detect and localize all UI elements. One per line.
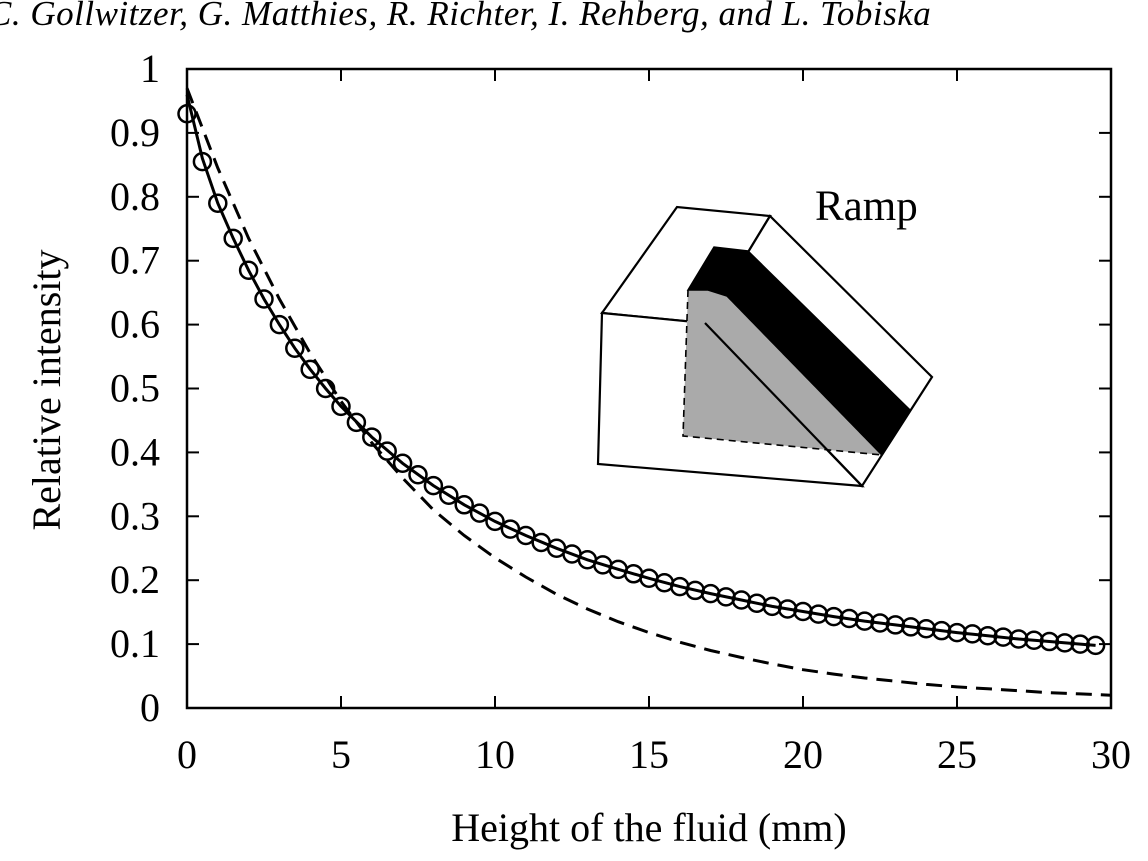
data-point-circle bbox=[885, 615, 906, 635]
data-point-circle bbox=[254, 289, 274, 309]
y-tick-label: 0.5 bbox=[110, 366, 160, 411]
x-tick-label: 25 bbox=[937, 732, 977, 777]
y-tick-label: 0.6 bbox=[110, 302, 160, 347]
x-axis-label: Height of the fluid (mm) bbox=[451, 805, 846, 850]
data-point-circle bbox=[177, 103, 197, 124]
y-tick-label: 1 bbox=[140, 46, 160, 91]
data-point-circle bbox=[408, 465, 428, 485]
data-point-circle bbox=[931, 620, 952, 641]
y-tick-label: 0.9 bbox=[110, 110, 160, 155]
data-point-circle bbox=[1085, 635, 1106, 656]
data-point-circle bbox=[1008, 629, 1029, 649]
x-tick-label: 15 bbox=[629, 732, 669, 777]
page-header-authors: C. Gollwitzer, G. Matthies, R. Richter, … bbox=[0, 0, 932, 33]
y-tick-label: 0.1 bbox=[110, 621, 160, 666]
x-tick-label: 10 bbox=[475, 732, 515, 777]
series-solid-line bbox=[185, 94, 1096, 647]
data-point-circle bbox=[854, 611, 875, 631]
data-point-circle bbox=[901, 617, 921, 637]
data-point-circle bbox=[362, 427, 382, 447]
data-point-circle bbox=[454, 495, 474, 515]
x-tick-label: 30 bbox=[1091, 732, 1131, 777]
y-tick-label: 0.7 bbox=[110, 238, 160, 283]
data-point-circle bbox=[439, 485, 459, 505]
inset-ramp-edge bbox=[704, 322, 863, 487]
x-tick-label: 5 bbox=[331, 732, 351, 777]
inset-label-ramp: Ramp bbox=[815, 183, 918, 230]
data-point-circle bbox=[1055, 633, 1075, 653]
y-tick-label: 0 bbox=[140, 685, 160, 730]
data-point-circle bbox=[978, 626, 998, 646]
data-point-circle bbox=[1070, 634, 1090, 654]
data-point-circle bbox=[377, 441, 397, 461]
data-point-circle bbox=[1039, 631, 1060, 652]
series-dashed-line bbox=[185, 87, 1112, 697]
data-point-circle bbox=[469, 503, 490, 523]
y-tick-label: 0.4 bbox=[110, 429, 160, 474]
data-point-circle bbox=[916, 619, 936, 639]
data-point-circle bbox=[238, 260, 259, 281]
data-point-circle bbox=[392, 453, 413, 474]
y-axis-label: Relative intensity bbox=[24, 249, 69, 530]
inset-ramp-black-face bbox=[686, 246, 911, 457]
data-point-circle bbox=[208, 193, 228, 213]
data-point-circle bbox=[346, 412, 367, 433]
x-tick-label: 20 bbox=[783, 732, 823, 777]
data-point-circle bbox=[331, 396, 351, 417]
data-point-circle bbox=[947, 622, 967, 643]
data-point-circle bbox=[269, 314, 290, 335]
data-point-circle bbox=[824, 606, 844, 627]
ramp-inset-diagram: Ramp bbox=[596, 183, 934, 488]
data-point-circle bbox=[516, 525, 536, 546]
data-point-circle bbox=[300, 359, 320, 380]
data-point-circle bbox=[993, 627, 1013, 647]
x-tick-label: 0 bbox=[177, 732, 197, 777]
data-point-circle bbox=[1024, 630, 1044, 651]
inset-ramp-gray-face bbox=[683, 290, 882, 455]
data-point-circle bbox=[485, 511, 505, 532]
data-point-circle bbox=[315, 378, 336, 399]
data-point-circle bbox=[962, 624, 983, 644]
data-point-circle bbox=[192, 151, 213, 172]
y-tick-label: 0.2 bbox=[110, 557, 160, 602]
y-tick-label: 0.8 bbox=[110, 174, 160, 219]
data-point-circle bbox=[870, 613, 890, 633]
inset-ramp-dash-edge bbox=[726, 295, 883, 456]
plot-area: 0 5 10 15 20 25 30 0 0.1 0.2 0.3 0.4 0.5 0.6 0.7 0.8 0.9… bbox=[110, 46, 1131, 777]
data-point-circle bbox=[423, 475, 444, 496]
data-point-circle bbox=[285, 338, 305, 358]
inset-ramp-hidden-edge bbox=[682, 289, 883, 456]
y-tick-label: 0.3 bbox=[110, 493, 160, 538]
data-point-circle bbox=[223, 228, 243, 249]
series-layer bbox=[177, 87, 1112, 697]
